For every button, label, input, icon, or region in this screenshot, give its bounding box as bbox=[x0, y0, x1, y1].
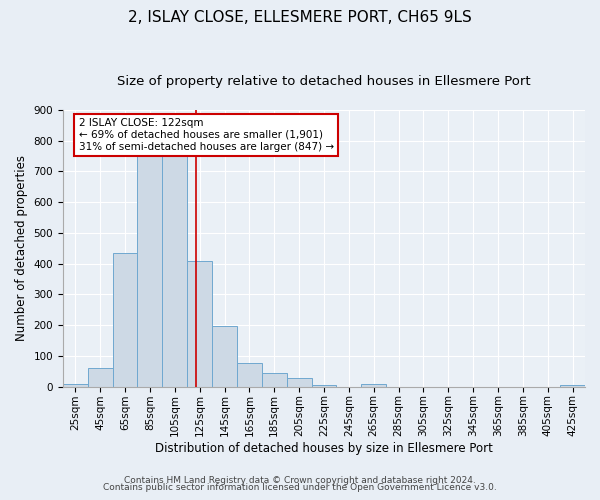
Bar bbox=[187, 260, 212, 386]
Bar bbox=[63, 384, 88, 386]
Bar bbox=[212, 326, 237, 386]
Text: 2 ISLAY CLOSE: 122sqm
← 69% of detached houses are smaller (1,901)
31% of semi-d: 2 ISLAY CLOSE: 122sqm ← 69% of detached … bbox=[79, 118, 334, 152]
Bar bbox=[311, 385, 337, 386]
Bar bbox=[163, 156, 187, 386]
Bar bbox=[262, 373, 287, 386]
Y-axis label: Number of detached properties: Number of detached properties bbox=[15, 156, 28, 342]
Bar bbox=[361, 384, 386, 386]
Bar bbox=[560, 385, 585, 386]
Bar bbox=[88, 368, 113, 386]
Bar bbox=[137, 156, 163, 386]
Text: Contains public sector information licensed under the Open Government Licence v3: Contains public sector information licen… bbox=[103, 484, 497, 492]
Text: 2, ISLAY CLOSE, ELLESMERE PORT, CH65 9LS: 2, ISLAY CLOSE, ELLESMERE PORT, CH65 9LS bbox=[128, 10, 472, 25]
X-axis label: Distribution of detached houses by size in Ellesmere Port: Distribution of detached houses by size … bbox=[155, 442, 493, 455]
Bar bbox=[237, 363, 262, 386]
Title: Size of property relative to detached houses in Ellesmere Port: Size of property relative to detached ho… bbox=[117, 75, 531, 88]
Bar bbox=[287, 378, 311, 386]
Bar bbox=[113, 253, 137, 386]
Text: Contains HM Land Registry data © Crown copyright and database right 2024.: Contains HM Land Registry data © Crown c… bbox=[124, 476, 476, 485]
